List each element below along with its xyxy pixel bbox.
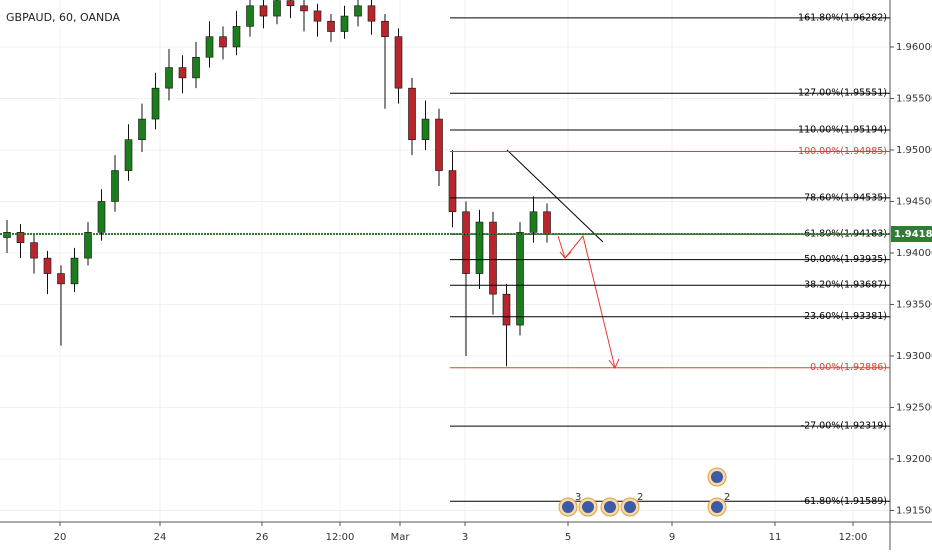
candle-body xyxy=(138,118,146,140)
candle-body xyxy=(178,67,187,79)
candle-body xyxy=(354,5,362,17)
candle-body xyxy=(489,221,497,295)
fib-label: 127.00%(1.95551) xyxy=(798,88,887,99)
x-tick-label: 5 xyxy=(565,532,571,543)
candle-body xyxy=(516,232,524,326)
y-tick-label: 1.92500 xyxy=(896,402,932,413)
fib-label: 38.20%(1.93687) xyxy=(804,280,887,291)
candle-body xyxy=(313,10,322,22)
event-icon-flag xyxy=(604,501,616,513)
candle-body xyxy=(232,26,241,48)
fib-label: 0.00%(1.92886) xyxy=(810,362,887,373)
candle-body xyxy=(381,20,389,37)
y-tick-label: 1.93500 xyxy=(896,299,932,310)
fib-label: 50.00%(1.93935) xyxy=(804,254,887,265)
event-icon-flag xyxy=(624,501,636,513)
projection-arrow xyxy=(557,234,616,369)
event-icon-flag xyxy=(711,471,723,483)
event-icon-flag xyxy=(711,501,723,513)
chart-title: GBPAUD, 60, OANDA xyxy=(6,11,121,24)
candle-body xyxy=(327,20,335,32)
trend-line xyxy=(506,149,604,243)
y-tick-label: 1.95000 xyxy=(896,145,932,156)
candle-body xyxy=(529,211,538,233)
candle-body xyxy=(111,170,119,202)
candle-body xyxy=(30,242,38,259)
fib-label: 100.00%(1.94985) xyxy=(798,146,887,157)
candle-body xyxy=(84,232,92,259)
x-tick-label: 12:00 xyxy=(326,532,355,543)
fib-label: 78.60%(1.94535) xyxy=(804,192,887,203)
candle-body xyxy=(300,5,308,12)
event-icon-flag xyxy=(562,501,574,513)
y-tick-label: 1.96000 xyxy=(896,42,932,53)
candle-body xyxy=(205,36,214,58)
fib-label: 23.60%(1.93381) xyxy=(804,311,887,322)
candle-body xyxy=(43,257,52,274)
candle-body xyxy=(70,257,79,285)
arrow-head xyxy=(559,251,572,259)
x-tick-label: 26 xyxy=(256,532,269,543)
y-tick-label: 1.91500 xyxy=(896,505,932,516)
series xyxy=(3,0,551,367)
candle-body xyxy=(165,67,173,89)
grid xyxy=(0,0,890,522)
fib-label: 110.00%(1.95194) xyxy=(798,124,887,135)
candle-body xyxy=(286,0,295,7)
fib-label: 61.80%(1.94183) xyxy=(804,229,887,240)
fib-label: -61.80%(1.91589) xyxy=(801,496,887,507)
x-tick-label: 12:00 xyxy=(839,532,868,543)
x-tick-label: 24 xyxy=(154,532,167,543)
event-count: 2 xyxy=(637,492,643,503)
y-tick-label: 1.94500 xyxy=(896,196,932,207)
event-icon-flag xyxy=(582,501,594,513)
candle-body xyxy=(502,293,511,326)
event-count: 3 xyxy=(575,492,581,503)
price-badge-label: 1.94184 xyxy=(894,229,932,240)
x-tick-label: Mar xyxy=(391,532,411,543)
y-tick-label: 1.92000 xyxy=(896,454,932,465)
candle-body xyxy=(394,36,403,89)
y-tick-label: 1.94000 xyxy=(896,248,932,259)
candle-body xyxy=(543,211,551,235)
plot-area xyxy=(0,0,890,522)
candle-body xyxy=(97,201,106,233)
candle-body xyxy=(448,170,457,213)
x-tick-label: 9 xyxy=(669,532,675,543)
candle-body xyxy=(421,118,430,140)
candle-body xyxy=(57,273,65,285)
event-count: 2 xyxy=(724,492,730,503)
candle-body xyxy=(340,15,349,32)
fib-label: 161.80%(1.96282) xyxy=(798,12,887,23)
candle-body xyxy=(435,118,443,171)
candle-body xyxy=(124,139,133,171)
fib-label: -27.00%(1.92319) xyxy=(801,421,887,432)
x-tick-label: 20 xyxy=(54,532,67,543)
x-tick-label: 11 xyxy=(769,532,782,543)
candle-body xyxy=(367,5,376,22)
x-tick-label: 3 xyxy=(462,532,468,543)
candle-body xyxy=(219,36,227,48)
y-tick-label: 1.95500 xyxy=(896,93,932,104)
title-bg xyxy=(4,9,104,27)
candle-body xyxy=(408,87,416,140)
candle-body xyxy=(259,5,268,17)
candle-body xyxy=(16,232,25,243)
candle-body xyxy=(475,221,484,274)
price-badge xyxy=(891,226,932,243)
y-tick-label: 1.93000 xyxy=(896,351,932,362)
candle-body xyxy=(151,87,160,120)
candle-body xyxy=(462,211,470,274)
candle-body xyxy=(246,5,254,27)
candle-body xyxy=(192,56,200,79)
candle-body xyxy=(273,0,281,17)
